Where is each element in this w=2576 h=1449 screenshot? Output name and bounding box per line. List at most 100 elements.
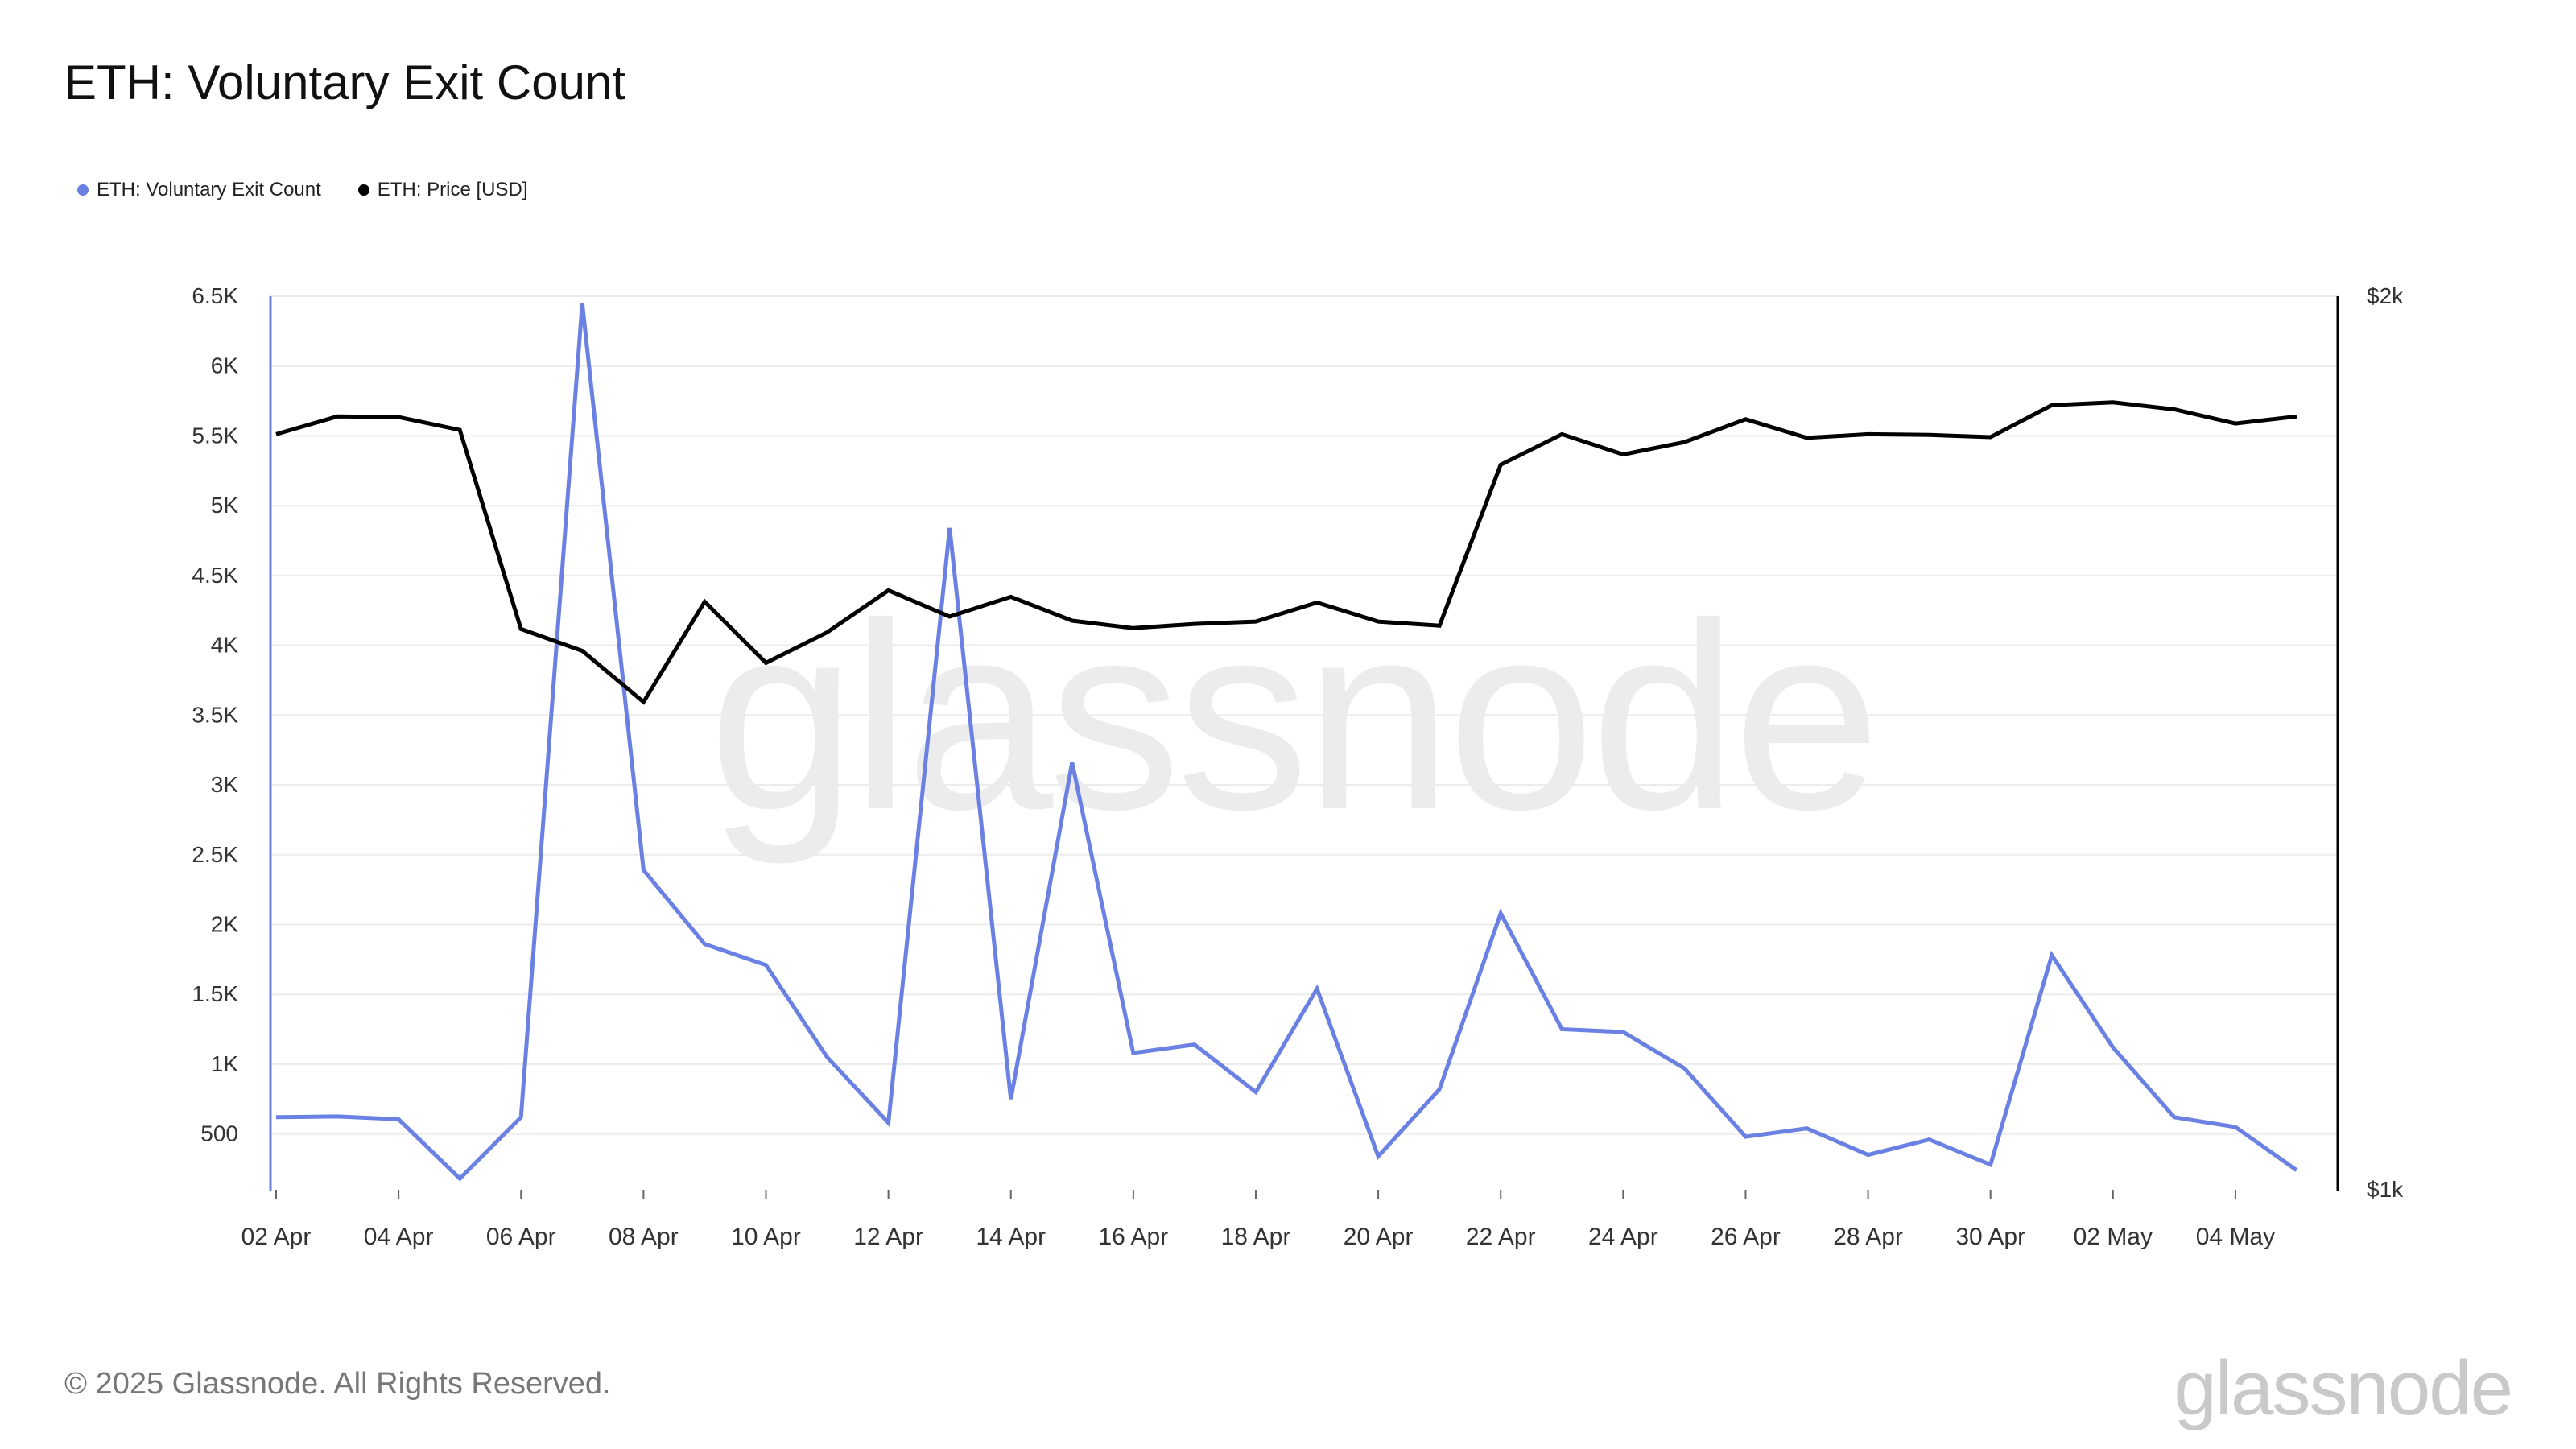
exit-count-point	[946, 524, 954, 532]
exit-count-point	[1374, 1152, 1382, 1160]
exit-count-point	[394, 1115, 402, 1123]
x-tick-label: 26 Apr	[1711, 1224, 1781, 1250]
legend-item-price[interactable]: ETH: Price [USD]	[357, 179, 528, 201]
x-tick-label: 04 May	[2196, 1224, 2275, 1250]
y-left-tick-label: 5K	[211, 493, 239, 518]
exit-count-point	[1864, 1151, 1872, 1159]
price-point	[1680, 438, 1688, 446]
exit-count-point	[1007, 1095, 1015, 1103]
exit-count-point	[272, 1113, 280, 1121]
x-tick-label: 14 Apr	[976, 1224, 1046, 1250]
copyright-text: © 2025 Glassnode. All Rights Reserved.	[64, 1367, 611, 1401]
price-point	[1435, 621, 1443, 630]
exit-count-point	[1803, 1125, 1811, 1133]
exit-count-point	[1680, 1064, 1688, 1072]
price-point	[1987, 433, 1995, 441]
exit-count-point	[456, 1174, 464, 1183]
exit-count-point	[1926, 1136, 1934, 1144]
exit-count-point	[1619, 1028, 1627, 1036]
price-point	[1068, 617, 1076, 625]
x-tick-label: 02 Apr	[242, 1224, 312, 1250]
exit-count-point	[2048, 952, 2056, 960]
price-point	[1191, 620, 1199, 628]
exit-count-point	[639, 866, 647, 874]
exit-count-point	[762, 961, 770, 969]
x-tick-label: 16 Apr	[1098, 1224, 1168, 1250]
exit-count-point	[578, 299, 586, 308]
price-point	[2048, 401, 2056, 409]
y-left-tick-label: 6K	[211, 353, 239, 378]
exit-count-point	[1496, 910, 1505, 918]
series-line-eth-price	[275, 400, 2297, 705]
price-point	[2109, 398, 2117, 407]
x-tick-label: 24 Apr	[1588, 1224, 1658, 1250]
price-point	[639, 698, 647, 706]
price-point	[824, 629, 832, 637]
price-point	[1374, 617, 1382, 625]
x-tick-label: 30 Apr	[1955, 1224, 2025, 1250]
exit-count-point	[2231, 1123, 2240, 1131]
exit-count-point	[1435, 1085, 1443, 1093]
x-tick-label: 18 Apr	[1221, 1224, 1291, 1250]
chart-legend: ETH: Voluntary Exit Count ETH: Price [US…	[77, 179, 565, 201]
exit-count-point	[1129, 1049, 1137, 1057]
x-tick-label: 22 Apr	[1466, 1224, 1536, 1250]
x-tick-label: 28 Apr	[1833, 1224, 1903, 1250]
exit-count-point	[1191, 1041, 1199, 1049]
legend-label-exit-count: ETH: Voluntary Exit Count	[97, 179, 321, 200]
y-left-tick-label: 1.5K	[192, 981, 238, 1006]
x-tick-label: 20 Apr	[1344, 1224, 1414, 1250]
y-right-tick-label: $1k	[2367, 1177, 2404, 1202]
legend-label-price: ETH: Price [USD]	[377, 179, 528, 200]
exit-count-point	[824, 1053, 832, 1061]
y-left-tick-label: 6.5K	[192, 283, 238, 308]
exit-count-point	[1987, 1161, 1995, 1169]
price-point	[394, 413, 402, 421]
exit-count-point	[1741, 1133, 1749, 1141]
price-point	[2231, 419, 2240, 427]
legend-dot-price	[357, 184, 369, 196]
price-point	[333, 412, 341, 420]
price-point	[1313, 599, 1321, 607]
exit-count-point	[1068, 758, 1076, 766]
price-point	[1741, 415, 1749, 423]
price-point	[1803, 434, 1811, 442]
exit-count-point	[2293, 1166, 2301, 1174]
price-point	[1864, 430, 1872, 438]
price-point	[885, 586, 893, 594]
price-point	[1129, 624, 1137, 632]
y-left-tick-label: 3.5K	[192, 702, 238, 727]
price-point	[946, 613, 954, 621]
price-point	[1619, 451, 1627, 459]
y-left-tick-label: 3K	[211, 772, 239, 797]
exit-count-point	[1313, 985, 1321, 993]
exit-count-point	[2170, 1113, 2178, 1121]
glassnode-logo: glassnode	[2174, 1345, 2513, 1431]
x-tick-label: 06 Apr	[486, 1224, 556, 1250]
price-point	[700, 598, 708, 606]
exit-count-point	[885, 1119, 893, 1127]
legend-item-exit-count[interactable]: ETH: Voluntary Exit Count	[77, 179, 321, 201]
y-left-tick-label: 500	[200, 1121, 238, 1146]
y-left-tick-label: 4.5K	[192, 563, 238, 588]
y-left-tick-label: 5.5K	[192, 423, 238, 448]
price-point	[1926, 431, 1934, 439]
price-point	[272, 430, 280, 438]
exit-count-point	[517, 1113, 525, 1121]
exit-count-point	[1252, 1088, 1260, 1096]
exit-count-point	[1558, 1026, 1566, 1034]
price-point	[456, 426, 464, 434]
y-right-tick-label: $2k	[2367, 283, 2404, 308]
x-tick-label: 08 Apr	[609, 1224, 679, 1250]
price-point	[578, 647, 586, 655]
exit-count-point	[700, 940, 708, 948]
chart-title: ETH: Voluntary Exit Count	[64, 56, 625, 109]
exit-count-point	[333, 1113, 341, 1121]
price-point	[1007, 592, 1015, 601]
y-left-tick-label: 4K	[211, 633, 239, 658]
y-left-tick-label: 1K	[211, 1051, 239, 1076]
y-left-tick-label: 2.5K	[192, 842, 238, 867]
exit-count-point	[2109, 1043, 2117, 1051]
y-left-tick-label: 2K	[211, 911, 239, 936]
